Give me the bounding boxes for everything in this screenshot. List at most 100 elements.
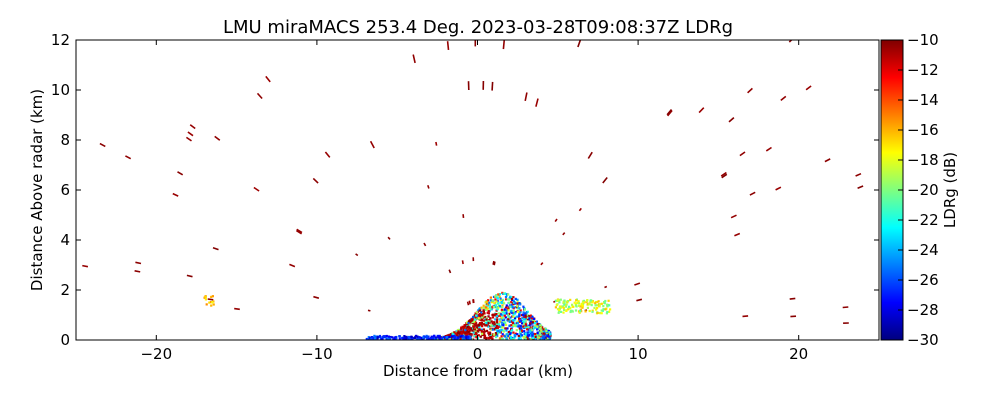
echo-pixel bbox=[571, 304, 573, 306]
echo-pixel bbox=[496, 308, 498, 310]
echo-pixel bbox=[479, 313, 481, 315]
echo-pixel bbox=[535, 336, 537, 338]
echo-pixel bbox=[505, 307, 507, 309]
echo-pixel bbox=[454, 335, 456, 337]
echo-pixel bbox=[475, 333, 477, 335]
echo-pixel bbox=[523, 330, 525, 332]
echo-pixel bbox=[515, 324, 517, 326]
echo-pixel bbox=[504, 309, 506, 311]
echo-pixel bbox=[486, 301, 488, 303]
echo-pixel bbox=[501, 321, 503, 323]
echo-pixel bbox=[572, 306, 574, 308]
echo-pixel bbox=[505, 327, 507, 329]
echo-pixel bbox=[501, 302, 503, 304]
echo-pixel bbox=[558, 309, 560, 311]
echo-pixel bbox=[599, 305, 601, 307]
echo-pixel bbox=[483, 312, 485, 314]
echo-pixel bbox=[504, 335, 506, 337]
echo-pixel bbox=[494, 318, 496, 320]
echo-pixel bbox=[537, 337, 539, 339]
echo-pixel bbox=[597, 312, 599, 314]
echo-pixel bbox=[534, 327, 536, 329]
echo-pixel bbox=[518, 335, 520, 337]
echo-pixel bbox=[508, 325, 510, 327]
colorbar-tick-label: −24 bbox=[907, 241, 939, 259]
echo-pixel bbox=[460, 338, 462, 340]
echo-pixel bbox=[469, 337, 471, 339]
echo-pixel bbox=[379, 336, 381, 338]
echo-streak bbox=[208, 299, 214, 300]
colorbar-tick-label: −22 bbox=[907, 211, 939, 229]
echo-streak bbox=[843, 307, 849, 308]
echo-pixel bbox=[398, 335, 400, 337]
echo-pixel bbox=[542, 332, 544, 334]
echo-pixel bbox=[591, 311, 593, 313]
echo-pixel bbox=[578, 305, 580, 307]
echo-pixel bbox=[540, 334, 542, 336]
echo-pixel bbox=[467, 336, 469, 338]
x-tick-label: 0 bbox=[473, 345, 483, 363]
echo-pixel bbox=[509, 321, 511, 323]
echo-pixel bbox=[599, 303, 601, 305]
echo-pixel bbox=[505, 324, 507, 326]
colorbar-tick-label: −14 bbox=[907, 91, 939, 109]
echo-pixel bbox=[576, 305, 578, 307]
echo-pixel bbox=[464, 329, 466, 331]
echo-pixel bbox=[522, 320, 524, 322]
echo-pixel bbox=[539, 324, 541, 326]
echo-pixel bbox=[532, 321, 534, 323]
echo-pixel bbox=[483, 337, 485, 339]
echo-streak bbox=[234, 309, 240, 310]
echo-pixel bbox=[446, 336, 448, 338]
echo-pixel bbox=[497, 293, 499, 295]
y-tick-label: 0 bbox=[60, 331, 70, 349]
echo-pixel bbox=[481, 317, 483, 319]
echo-pixel bbox=[598, 300, 600, 302]
echo-pixel bbox=[501, 335, 503, 337]
echo-pixel bbox=[608, 300, 610, 302]
echo-pixel bbox=[516, 333, 518, 335]
echo-pixel bbox=[576, 302, 578, 304]
echo-pixel bbox=[489, 336, 491, 338]
echo-pixel bbox=[602, 305, 604, 307]
echo-pixel bbox=[492, 321, 494, 323]
echo-pixel bbox=[536, 323, 538, 325]
echo-pixel bbox=[477, 330, 479, 332]
echo-pixel bbox=[579, 310, 581, 312]
echo-pixel bbox=[210, 305, 212, 307]
echo-pixel bbox=[504, 312, 506, 314]
colorbar-tick-label: −18 bbox=[907, 151, 939, 169]
echo-pixel bbox=[213, 303, 215, 305]
echo-pixel bbox=[507, 293, 509, 295]
echo-pixel bbox=[483, 305, 485, 307]
echo-streak bbox=[790, 298, 796, 299]
echo-pixel bbox=[591, 304, 593, 306]
echo-pixel bbox=[503, 330, 505, 332]
x-tick-label: 20 bbox=[789, 345, 808, 363]
echo-pixel bbox=[525, 315, 527, 317]
echo-pixel bbox=[493, 334, 495, 336]
echo-pixel bbox=[414, 337, 416, 339]
echo-pixel bbox=[558, 301, 560, 303]
echo-pixel bbox=[471, 319, 473, 321]
echo-pixel bbox=[502, 317, 504, 319]
echo-pixel bbox=[506, 333, 508, 335]
echo-pixel bbox=[496, 315, 498, 317]
echo-pixel bbox=[512, 322, 514, 324]
echo-pixel bbox=[410, 336, 412, 338]
echo-pixel bbox=[391, 336, 393, 338]
echo-pixel bbox=[588, 303, 590, 305]
echo-pixel bbox=[496, 321, 498, 323]
x-tick-label: −10 bbox=[301, 345, 333, 363]
echo-streak bbox=[492, 82, 493, 91]
echo-pixel bbox=[571, 310, 573, 312]
x-axis-label: Distance from radar (km) bbox=[383, 362, 573, 380]
y-axis-label: Distance Above radar (km) bbox=[28, 89, 46, 291]
echo-pixel bbox=[514, 302, 516, 304]
echo-pixel bbox=[569, 299, 571, 301]
echo-pixel bbox=[473, 323, 475, 325]
echo-pixel bbox=[475, 314, 477, 316]
echo-pixel bbox=[500, 298, 502, 300]
x-tick-label: 10 bbox=[629, 345, 648, 363]
echo-pixel bbox=[517, 302, 519, 304]
